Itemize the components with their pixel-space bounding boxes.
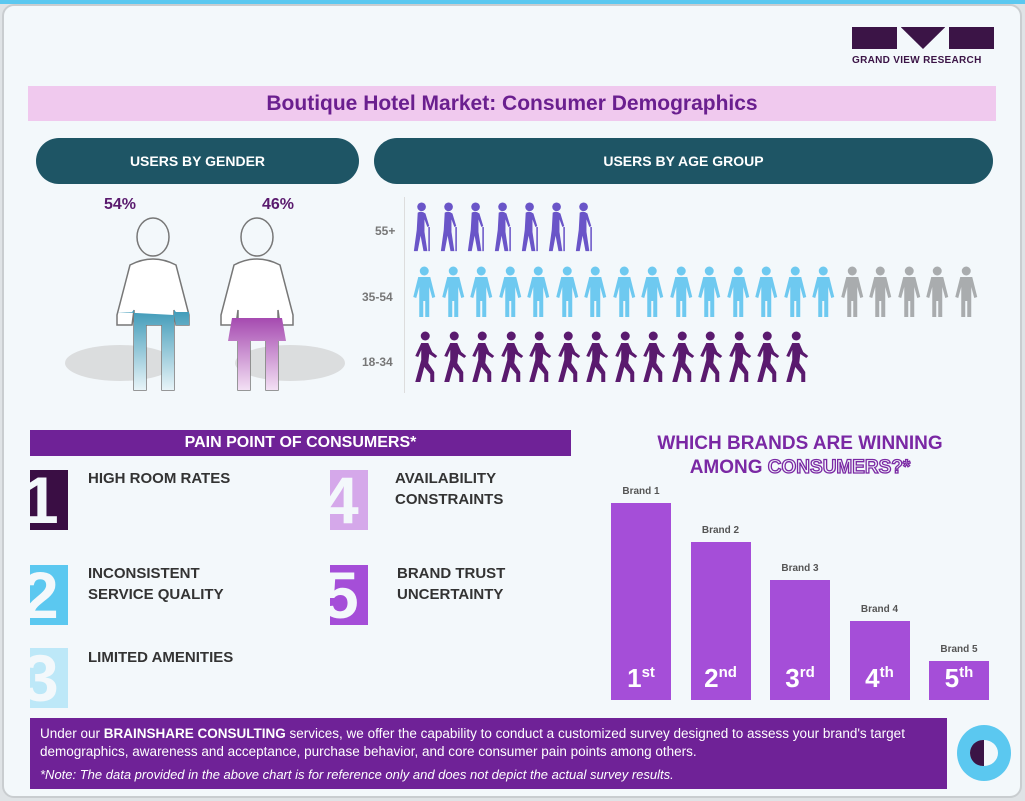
brand-bar: 4th	[849, 621, 910, 700]
male-shadow	[65, 345, 175, 381]
rank-label: 1st	[627, 663, 655, 693]
man-woman-holding-hands-pictogram-icon	[498, 266, 521, 317]
age-label-55plus: 55+	[375, 224, 396, 238]
male-figure-icon	[116, 217, 190, 391]
man-woman-holding-hands-pictogram-icon	[441, 266, 464, 317]
man-woman-holding-hands-pictogram-icon	[555, 266, 578, 317]
top-accent-bar	[0, 0, 1025, 4]
elderly-with-cane-pictogram-icon	[548, 202, 565, 252]
pain-point-label-2: INCONSISTENT SERVICE QUALITY	[88, 565, 224, 603]
man-woman-holding-hands-pictogram-icon	[584, 266, 607, 317]
pain-point-number-5: 5	[330, 565, 368, 625]
brand-label: Brand 1	[622, 486, 660, 497]
rank-label: 4th	[865, 663, 894, 693]
gender-header: USERS BY GENDER	[36, 138, 359, 184]
man-woman-holding-hands-pictogram-icon	[698, 266, 721, 317]
elderly-with-cane-pictogram-icon	[440, 202, 457, 252]
elderly-with-cane-pictogram-icon	[575, 202, 592, 252]
rank-label: 2nd	[704, 663, 737, 693]
brand-bar: 3rd	[770, 579, 830, 700]
grand-view-research-logo: GRAND VIEW RESEARCH	[852, 27, 995, 66]
brand-label: Brand 2	[701, 525, 740, 537]
walking-person-pictogram-icon	[586, 331, 609, 382]
man-woman-holding-hands-pictogram-icon	[612, 266, 635, 317]
male-percentage: 54%	[104, 196, 137, 213]
disclaimer-note: *Note: The data provided in the above ch…	[40, 767, 674, 782]
footer-banner: Under our BRAINSHARE CONSULTING services…	[30, 718, 947, 789]
walking-person-pictogram-icon	[557, 331, 580, 382]
elderly-with-cane-pictogram-icon	[467, 202, 484, 252]
age-header: USERS BY AGE GROUP	[374, 138, 993, 184]
elderly-with-cane-pictogram-icon	[521, 202, 538, 252]
brand-label: Brand 3	[781, 562, 819, 574]
walking-person-pictogram-icon	[700, 331, 723, 382]
pain-point-label-5: BRAND TRUST UNCERTAINTY	[397, 565, 506, 603]
age-label-35-54: 35-54	[362, 290, 393, 304]
elderly-with-cane-pictogram-icon	[413, 202, 430, 252]
man-woman-holding-hands-pictogram-icon	[926, 266, 949, 317]
walking-person-pictogram-icon	[728, 331, 751, 382]
brand-label: Brand 5	[940, 643, 978, 655]
man-woman-holding-hands-pictogram-icon	[897, 266, 920, 317]
walking-person-pictogram-icon	[415, 331, 438, 382]
pain-point-label-3: LIMITED AMENITIES	[88, 649, 234, 666]
man-woman-holding-hands-pictogram-icon	[954, 266, 977, 317]
pain-point-number-3: 3	[30, 648, 68, 708]
man-woman-holding-hands-pictogram-icon	[641, 266, 664, 317]
pain-point-number-2: 2	[30, 565, 68, 625]
pain-point-number-1: 1	[30, 470, 68, 530]
pain-points-header: PAIN POINT OF CONSUMERS*	[30, 430, 571, 456]
female-figure-icon	[220, 217, 294, 391]
female-shadow	[235, 345, 345, 381]
brand-bar: 2nd	[690, 542, 751, 700]
man-woman-holding-hands-pictogram-icon	[726, 266, 749, 317]
gender-figures	[65, 217, 345, 391]
walking-person-pictogram-icon	[614, 331, 637, 382]
brands-title: WHICH BRANDS ARE WINNING AMONG CONSUMERS…	[657, 433, 943, 479]
pain-point-label-1: HIGH ROOM RATES	[88, 470, 231, 487]
man-woman-holding-hands-pictogram-icon	[669, 266, 692, 317]
brand-bar: 1st	[611, 503, 671, 700]
walking-person-pictogram-icon	[785, 331, 808, 382]
man-woman-holding-hands-pictogram-icon	[470, 266, 493, 317]
walking-person-pictogram-icon	[671, 331, 694, 382]
pain-point-label-4: AVAILABILITY CONSTRAINTS	[395, 470, 504, 508]
walking-person-pictogram-icon	[643, 331, 666, 382]
age-row-55plus	[410, 200, 599, 256]
age-row-35-54	[410, 265, 980, 321]
age-label-18-34: 18-34	[362, 355, 393, 369]
brand-bar: 5th	[929, 660, 989, 700]
female-percentage: 46%	[262, 196, 295, 213]
age-row-18-34	[410, 330, 809, 386]
page-title: Boutique Hotel Market: Consumer Demograp…	[28, 86, 996, 121]
man-woman-holding-hands-pictogram-icon	[840, 266, 863, 317]
man-woman-holding-hands-pictogram-icon	[812, 266, 835, 317]
man-woman-holding-hands-pictogram-icon	[413, 266, 436, 317]
man-woman-holding-hands-pictogram-icon	[783, 266, 806, 317]
walking-person-pictogram-icon	[529, 331, 552, 382]
man-woman-holding-hands-pictogram-icon	[755, 266, 778, 317]
man-woman-holding-hands-pictogram-icon	[527, 266, 550, 317]
walking-person-pictogram-icon	[757, 331, 780, 382]
brainshare-badge-icon[interactable]	[957, 725, 1011, 781]
walking-person-pictogram-icon	[443, 331, 466, 382]
elderly-with-cane-pictogram-icon	[494, 202, 511, 252]
pain-point-number-4: 4	[330, 470, 368, 530]
walking-person-pictogram-icon	[500, 331, 523, 382]
age-axis-line	[404, 197, 405, 393]
man-woman-holding-hands-pictogram-icon	[869, 266, 892, 317]
rank-label: 5th	[944, 663, 974, 693]
rank-label: 3rd	[785, 663, 815, 693]
brand-label: Brand 4	[860, 604, 899, 616]
walking-person-pictogram-icon	[472, 331, 495, 382]
